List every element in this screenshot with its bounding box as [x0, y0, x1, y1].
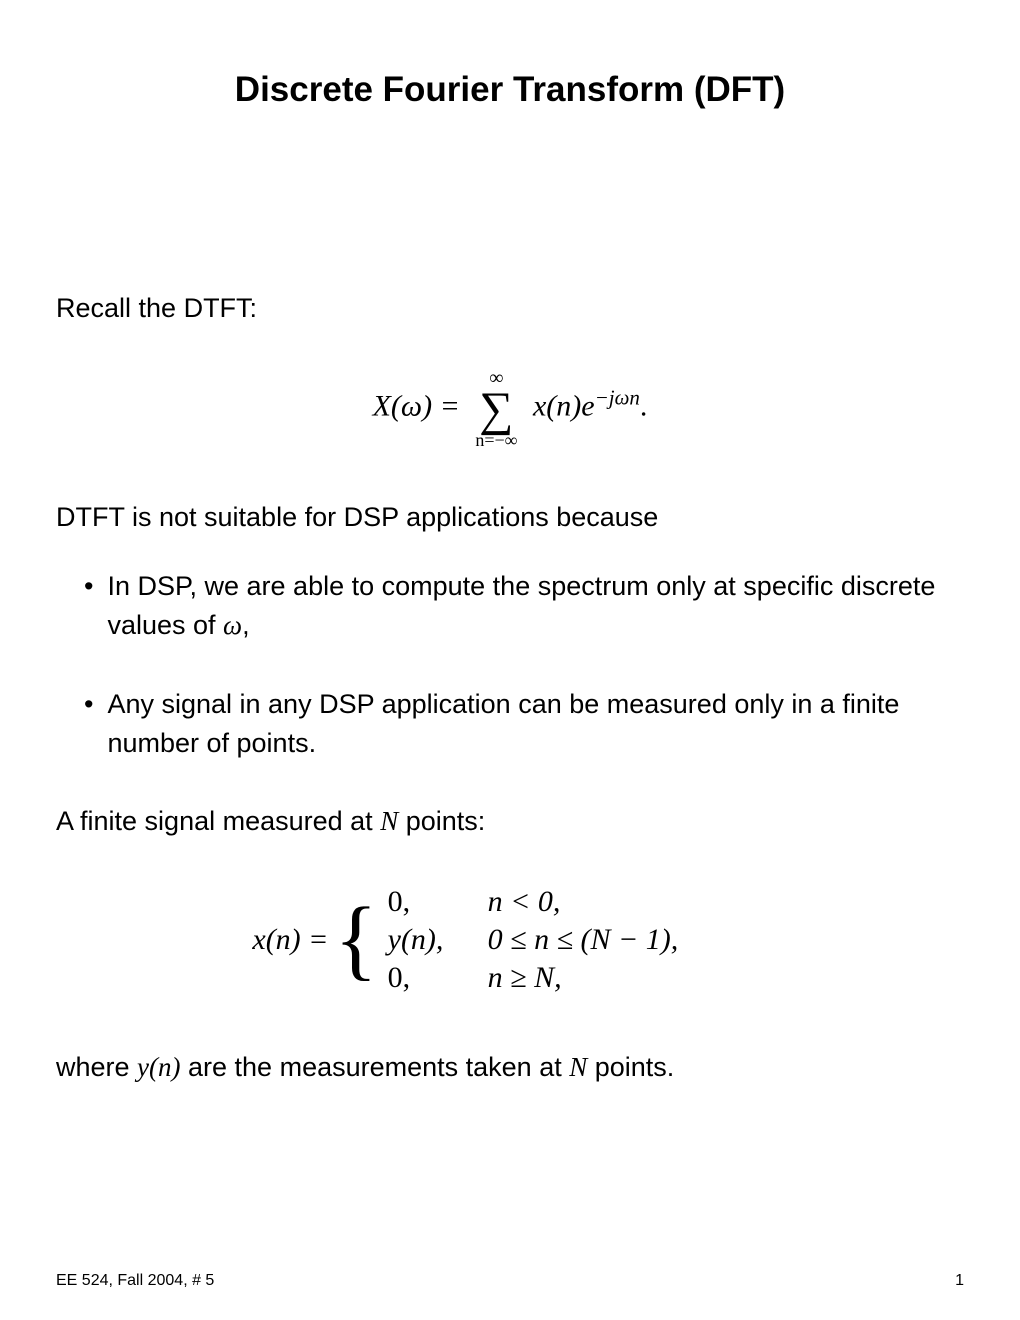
equation-dtft: X(ω) = ∞ ∑ n=−∞ x(n)e−jωn. [56, 368, 964, 449]
case-1-cond: n < 0, [488, 885, 768, 919]
page-footer: EE 524, Fall 2004, # 5 1 [56, 1272, 964, 1290]
para-not-suitable: DTFT is not suitable for DSP application… [56, 499, 964, 537]
case-3-cond: n ≥ N, [488, 961, 768, 995]
n-var-2: N [569, 1052, 587, 1082]
para-finite-signal: A finite signal measured at N points: [56, 803, 964, 841]
para3-b: points: [398, 806, 485, 836]
para3-a: A finite signal measured at [56, 806, 380, 836]
page-title: Discrete Fourier Transform (DFT) [56, 70, 964, 110]
footer-course-info: EE 524, Fall 2004, # 5 [56, 1272, 214, 1290]
eq-period: . [640, 389, 648, 422]
closing-text: where y(n) are the measurements taken at… [56, 1049, 964, 1087]
equation-piecewise: x(n) = { 0, n < 0, y(n), 0 ≤ n ≤ (N − 1)… [56, 881, 964, 999]
bullet-list: • In DSP, we are able to compute the spe… [56, 567, 964, 764]
sigma-symbol: ∑ [479, 388, 513, 431]
closing-b: are the measurements taken at [181, 1052, 570, 1082]
eq-lhs: X(ω) = [373, 389, 460, 422]
bullet-marker: • [84, 685, 93, 763]
bullet-2-text: Any signal in any DSP application can be… [107, 685, 964, 763]
closing-c: points. [587, 1052, 674, 1082]
case-3-val: 0, [388, 961, 488, 995]
bullet-item-1: • In DSP, we are able to compute the spe… [56, 567, 964, 645]
piecewise-cases: 0, n < 0, y(n), 0 ≤ n ≤ (N − 1), 0, n ≥ … [388, 881, 768, 999]
bullet-1-text-b: , [242, 610, 250, 640]
left-brace: { [334, 895, 377, 985]
case-1-val: 0, [388, 885, 488, 919]
summation: ∞ ∑ n=−∞ [467, 368, 525, 449]
bullet-item-2: • Any signal in any DSP application can … [56, 685, 964, 763]
footer-page-number: 1 [955, 1272, 964, 1290]
omega-var: ω [223, 610, 242, 640]
piecewise-lhs: x(n) = [252, 923, 328, 957]
eq-exponent: −jωn [595, 385, 640, 409]
bullet-marker: • [84, 567, 93, 645]
sum-lower-limit: n=−∞ [475, 431, 517, 449]
closing-a: where [56, 1052, 137, 1082]
case-2-cond: 0 ≤ n ≤ (N − 1), [488, 923, 768, 957]
intro-text: Recall the DTFT: [56, 290, 964, 328]
case-2-val: y(n), [388, 923, 488, 957]
yn-var: y(n) [137, 1052, 180, 1082]
n-var: N [380, 806, 398, 836]
eq-rhs-base: x(n)e [533, 389, 595, 422]
